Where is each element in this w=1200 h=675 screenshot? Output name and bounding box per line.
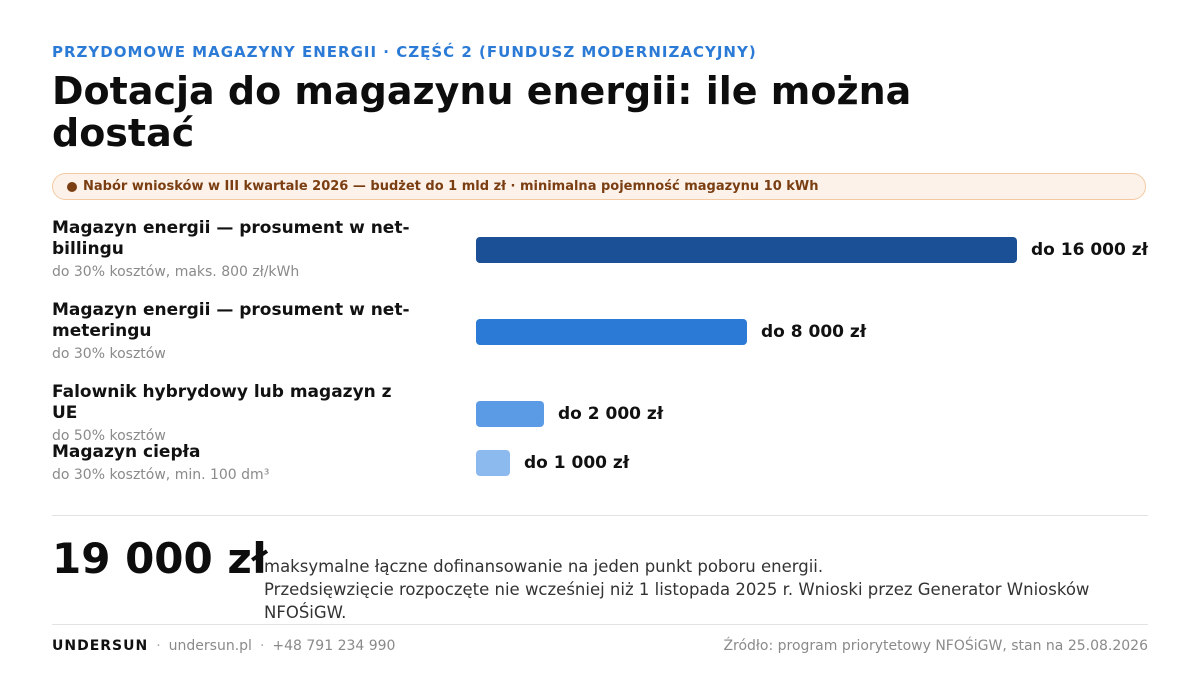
total-description-line: maksymalne łączne dofinansowanie na jede… [264, 557, 824, 576]
category-label: Magazyn energii — prosument w net-meteri… [52, 300, 422, 363]
footer-divider [52, 624, 1148, 625]
bar-value-label: do 2 000 zł [558, 404, 664, 424]
separator: · [156, 638, 161, 654]
phone-number[interactable]: +48 791 234 990 [272, 638, 396, 654]
total-amount: 19 000 zł [52, 534, 268, 583]
bar [476, 401, 544, 427]
website-link[interactable]: undersun.pl [168, 638, 252, 654]
bar-value-label: do 16 000 zł [1031, 240, 1148, 260]
category-label: Falownik hybrydowy lub magazyn z UE do 50… [52, 382, 422, 445]
bar-value-label: do 1 000 zł [524, 453, 630, 473]
category-subtitle: do 30% kosztów [52, 346, 166, 362]
bar [476, 319, 747, 345]
info-banner: Nabór wniosków w III kwartale 2026 — bud… [52, 173, 1146, 200]
category-name: Magazyn energii — prosument w net-billin… [52, 218, 410, 259]
category-subtitle: do 30% kosztów, min. 100 dm³ [52, 467, 270, 483]
banner-text: Nabór wniosków w III kwartale 2026 — bud… [83, 179, 819, 194]
total-description-note: Przedsięwzięcie rozpoczęte nie wcześniej… [264, 580, 1090, 622]
brand-name: UNDERSUN [52, 638, 149, 654]
bullet-dot-icon [67, 181, 77, 192]
total-description: maksymalne łączne dofinansowanie na jede… [264, 555, 1144, 624]
footer: UNDERSUN · undersun.pl · +48 791 234 990 Źró… [52, 638, 1148, 658]
category-label: Magazyn energii — prosument w net-billin… [52, 218, 422, 281]
page-title: Dotacja do magazynu energii: ile można d… [52, 69, 912, 155]
source-note: Źródło: program priorytetowy NFOŚiGW, st… [723, 638, 1148, 654]
bar [476, 450, 510, 476]
separator: · [259, 638, 265, 654]
category-subtitle: do 30% kosztów, maks. 800 zł/kWh [52, 264, 300, 280]
category-label: Magazyn ciepła do 30% kosztów, min. 100 d… [52, 442, 422, 484]
divider [52, 515, 1148, 516]
category-name: Falownik hybrydowy lub magazyn z UE [52, 382, 392, 423]
bar [476, 237, 1017, 263]
category-name: Magazyn energii — prosument w net-meteri… [52, 300, 410, 341]
bar-value-label: do 8 000 zł [761, 322, 867, 342]
category-name: Magazyn ciepła [52, 442, 201, 462]
category-subtitle: do 50% kosztów [52, 428, 166, 444]
kicker: PRZYDOMOWE MAGAZYNY ENERGII · CZĘŚĆ 2 (F… [52, 43, 757, 61]
